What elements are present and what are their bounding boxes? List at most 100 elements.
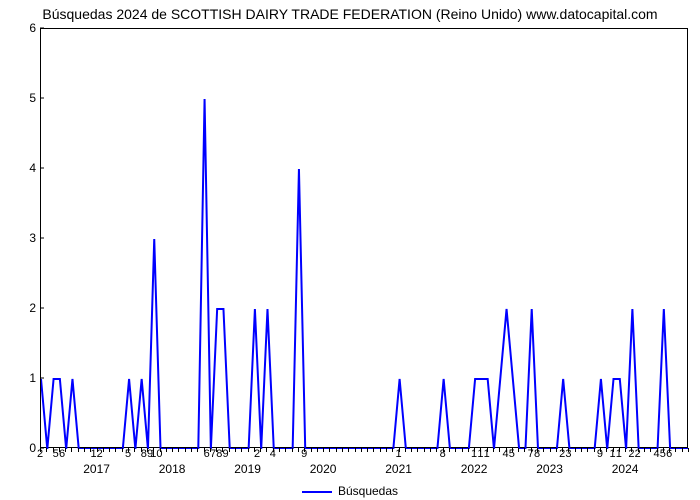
- x-tick-mark: [531, 448, 532, 452]
- x-tick-mark: [329, 448, 330, 452]
- x-tick-mark: [115, 448, 116, 452]
- x-tick-mark: [682, 448, 683, 452]
- x-tick-mark: [537, 448, 538, 452]
- line-series: [41, 29, 689, 449]
- x-tick-mark: [430, 448, 431, 452]
- x-tick-mark: [235, 448, 236, 452]
- y-tick-label: 5: [0, 91, 36, 105]
- x-tick-mark: [657, 448, 658, 452]
- x-tick-mark: [524, 448, 525, 452]
- x-tick-mark: [266, 448, 267, 452]
- x-tick-mark: [166, 448, 167, 452]
- x-tick-mark: [512, 448, 513, 452]
- x-tick-mark: [323, 448, 324, 452]
- x-tick-mark: [405, 448, 406, 452]
- series-line: [41, 99, 689, 449]
- x-tick-mark: [462, 448, 463, 452]
- x-tick-mark: [355, 448, 356, 452]
- x-tick-mark: [292, 448, 293, 452]
- x-tick-mark: [342, 448, 343, 452]
- y-tick-label: 2: [0, 301, 36, 315]
- x-tick-mark: [241, 448, 242, 452]
- x-tick-mark: [53, 448, 54, 452]
- x-tick-mark: [625, 448, 626, 452]
- x-tick-mark: [90, 448, 91, 452]
- x-tick-mark: [543, 448, 544, 452]
- y-tick-mark: [40, 238, 44, 239]
- x-tick-mark: [317, 448, 318, 452]
- x-tick-mark: [128, 448, 129, 452]
- x-tick-year: 2023: [536, 462, 563, 476]
- x-tick-mark: [373, 448, 374, 452]
- x-tick-mark: [153, 448, 154, 452]
- x-tick-mark: [556, 448, 557, 452]
- x-tick-year: 2021: [385, 462, 412, 476]
- y-tick-mark: [40, 308, 44, 309]
- x-tick-mark: [399, 448, 400, 452]
- x-tick-mark: [417, 448, 418, 452]
- x-tick-mark: [185, 448, 186, 452]
- x-tick-mark: [411, 448, 412, 452]
- x-tick-mark: [550, 448, 551, 452]
- x-tick-mark: [669, 448, 670, 452]
- x-tick-mark: [493, 448, 494, 452]
- x-tick-mark: [613, 448, 614, 452]
- x-tick-mark: [304, 448, 305, 452]
- x-tick-mark: [279, 448, 280, 452]
- x-tick-mark: [562, 448, 563, 452]
- x-tick-mark: [210, 448, 211, 452]
- x-tick-mark: [178, 448, 179, 452]
- x-tick-mark: [71, 448, 72, 452]
- x-tick-year: 2020: [310, 462, 337, 476]
- x-tick-mark: [273, 448, 274, 452]
- x-tick-mark: [594, 448, 595, 452]
- x-tick-year: 2018: [159, 462, 186, 476]
- x-tick-mark: [568, 448, 569, 452]
- x-tick-mark: [436, 448, 437, 452]
- y-tick-label: 4: [0, 161, 36, 175]
- plot-area: [40, 28, 688, 448]
- x-tick-month: 6: [59, 448, 65, 460]
- y-tick-mark: [40, 168, 44, 169]
- x-tick-mark: [103, 448, 104, 452]
- x-tick-mark: [78, 448, 79, 452]
- x-tick-mark: [298, 448, 299, 452]
- y-tick-mark: [40, 98, 44, 99]
- x-tick-mark: [361, 448, 362, 452]
- x-tick-mark: [650, 448, 651, 452]
- y-tick-label: 0: [0, 441, 36, 455]
- x-tick-mark: [449, 448, 450, 452]
- x-tick-mark: [254, 448, 255, 452]
- x-tick-mark: [581, 448, 582, 452]
- y-tick-label: 3: [0, 231, 36, 245]
- x-tick-mark: [518, 448, 519, 452]
- x-tick-mark: [160, 448, 161, 452]
- x-tick-mark: [336, 448, 337, 452]
- x-tick-mark: [600, 448, 601, 452]
- x-tick-mark: [191, 448, 192, 452]
- x-tick-mark: [46, 448, 47, 452]
- x-tick-mark: [468, 448, 469, 452]
- x-tick-mark: [367, 448, 368, 452]
- x-tick-mark: [380, 448, 381, 452]
- x-tick-mark: [631, 448, 632, 452]
- x-tick-mark: [506, 448, 507, 452]
- x-tick-mark: [204, 448, 205, 452]
- x-tick-mark: [147, 448, 148, 452]
- x-tick-mark: [688, 448, 689, 452]
- legend-label: Búsquedas: [338, 484, 398, 498]
- y-tick-label: 1: [0, 371, 36, 385]
- x-tick-mark: [260, 448, 261, 452]
- chart-title: Búsquedas 2024 de SCOTTISH DAIRY TRADE F…: [0, 6, 700, 22]
- x-tick-mark: [348, 448, 349, 452]
- x-tick-month: 8: [216, 448, 222, 460]
- x-tick-month: 2: [254, 448, 260, 460]
- legend-swatch: [302, 491, 332, 493]
- x-tick-mark: [141, 448, 142, 452]
- x-tick-mark: [122, 448, 123, 452]
- x-tick-mark: [487, 448, 488, 452]
- x-tick-mark: [424, 448, 425, 452]
- x-tick-mark: [216, 448, 217, 452]
- x-tick-mark: [443, 448, 444, 452]
- chart-container: Búsquedas 2024 de SCOTTISH DAIRY TRADE F…: [0, 0, 700, 500]
